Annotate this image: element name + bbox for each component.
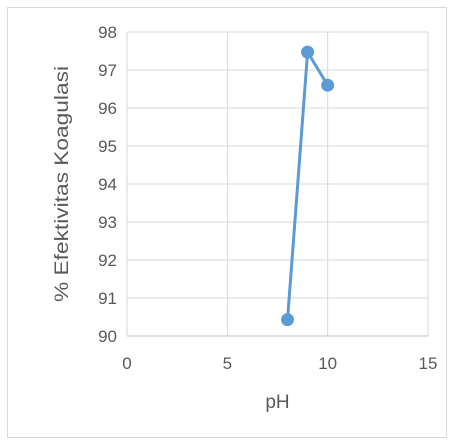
series-line [286,50,329,320]
y-tick-label: 95 [98,137,117,156]
x-tick-label: 15 [419,354,438,373]
y-tick-label: 90 [98,327,117,346]
x-axis-title: pH [265,392,289,413]
series [281,45,335,327]
data-point [281,313,295,327]
tick-labels: 90 91 92 93 94 95 96 97 98 0 5 10 15 [98,23,437,373]
y-tick-label: 96 [98,99,117,118]
data-point [301,45,315,59]
data-point [321,78,335,92]
x-tick-label: 10 [318,354,337,373]
gridlines [127,31,429,336]
y-tick-label: 93 [98,213,117,232]
x-tick-label: 0 [122,354,131,373]
y-tick-label: 98 [98,23,117,42]
axes [126,32,428,337]
x-tick-label: 5 [223,354,232,373]
y-axis-title: % Efektivitas Koagulasi [52,66,73,302]
y-tick-label: 94 [98,175,117,194]
y-tick-label: 92 [98,251,117,270]
y-tick-label: 97 [98,61,117,80]
y-tick-label: 91 [98,289,117,308]
